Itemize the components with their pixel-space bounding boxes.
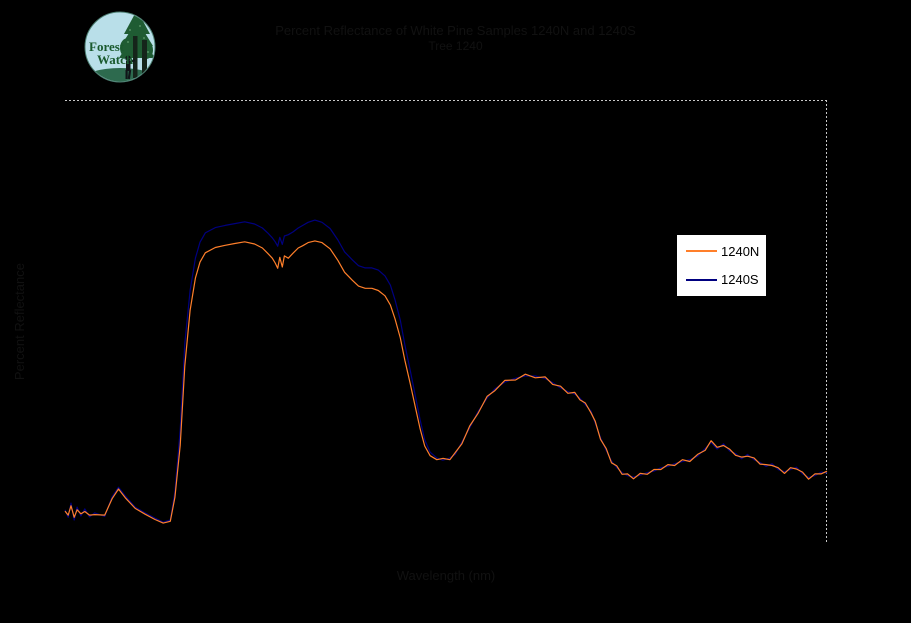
series-line-1240N: [64, 240, 828, 524]
logo-text-forest: Forest: [89, 39, 125, 54]
tree-trunk: [133, 36, 138, 78]
series-group: [64, 219, 828, 524]
legend-label-1240S: 1240S: [721, 272, 759, 288]
legend: 1240N 1240S: [676, 234, 767, 297]
chart-subtitle: Tree 1240: [428, 39, 483, 53]
legend-label-1240N: 1240N: [721, 243, 760, 259]
x-axis-label: Wavelength (nm): [396, 568, 496, 583]
legend-swatch-1240S: [686, 278, 717, 281]
series-line-1240S: [64, 219, 828, 523]
logo-text-watch: Watch: [97, 52, 134, 67]
legend-item-1240S: 1240S: [677, 272, 766, 287]
forest-watch-logo: Forest Watch: [84, 11, 156, 83]
chart-title: Percent Reflectance of White Pine Sample…: [275, 23, 636, 38]
logo-ground: [85, 68, 155, 82]
person-icon: [125, 55, 136, 80]
legend-item-1240N: 1240N: [677, 244, 766, 259]
chart-title-block: Percent Reflectance of White Pine Sample…: [0, 22, 911, 54]
legend-swatch-1240N: [686, 250, 717, 253]
tree-trunk: [142, 40, 147, 78]
